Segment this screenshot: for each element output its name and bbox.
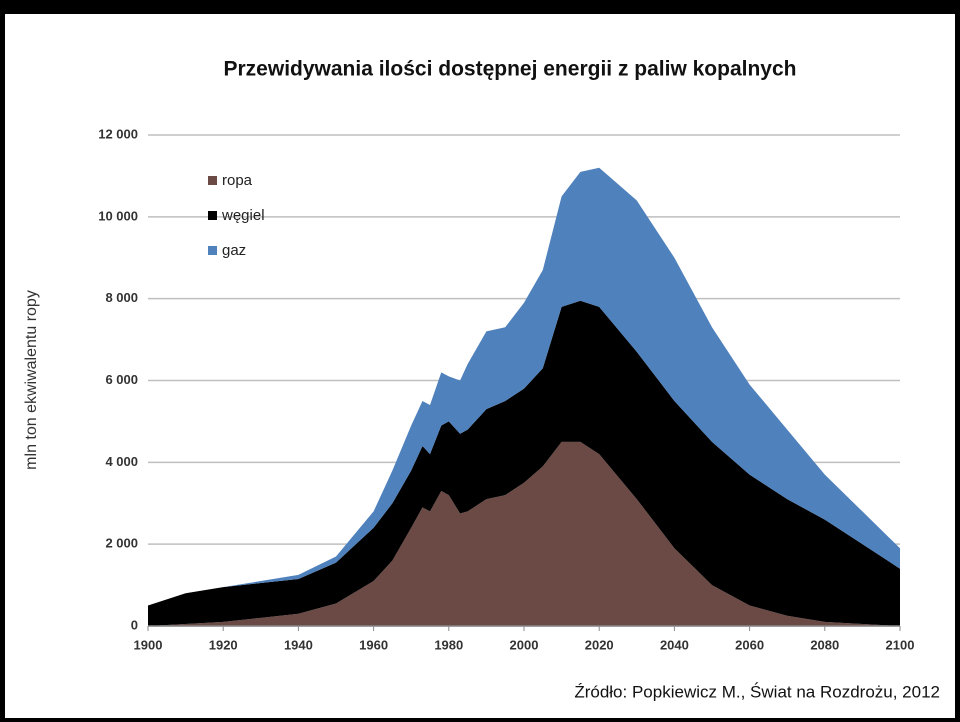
frame-left [0,0,5,722]
x-tick-label: 1920 [209,637,238,652]
x-tick-label: 2080 [810,637,839,652]
x-tick-label: 2040 [660,637,689,652]
area [148,300,900,626]
area [148,441,900,626]
x-tick-label: 2000 [510,637,539,652]
legend-swatch [208,211,217,220]
x-tick-label: 1960 [359,637,388,652]
y-tick-label: 0 [131,617,138,632]
y-tick-label: 6 000 [105,372,138,387]
legend-label: gaz [222,242,246,259]
legend-swatch [208,176,217,185]
frame-bottom [0,718,960,722]
source: Źródło: Popkiewicz M., Świat na Rozdrożu… [574,682,940,701]
frame-right [955,0,960,722]
y-tick-label: 12 000 [98,126,138,141]
x-tick-label: 1940 [284,637,313,652]
x-tick-label: 2060 [735,637,764,652]
y-tick-label: 2 000 [105,536,138,551]
y-tick-label: 8 000 [105,290,138,305]
area [148,167,900,606]
legend-label: ropa [222,172,253,189]
x-tick-label: 2100 [886,637,915,652]
legend-label: węgiel [221,207,265,224]
y-tick-label: 10 000 [98,208,138,223]
chart-title: Przewidywania ilości dostępnej energii z… [224,58,797,81]
x-tick-label: 1980 [434,637,463,652]
frame-top [0,0,960,14]
x-tick-label: 1900 [134,637,163,652]
y-tick-label: 4 000 [105,454,138,469]
x-tick-label: 2020 [585,637,614,652]
y-axis-label: mln ton ekwiwalentu ropy [23,290,40,470]
legend-swatch [208,246,217,255]
